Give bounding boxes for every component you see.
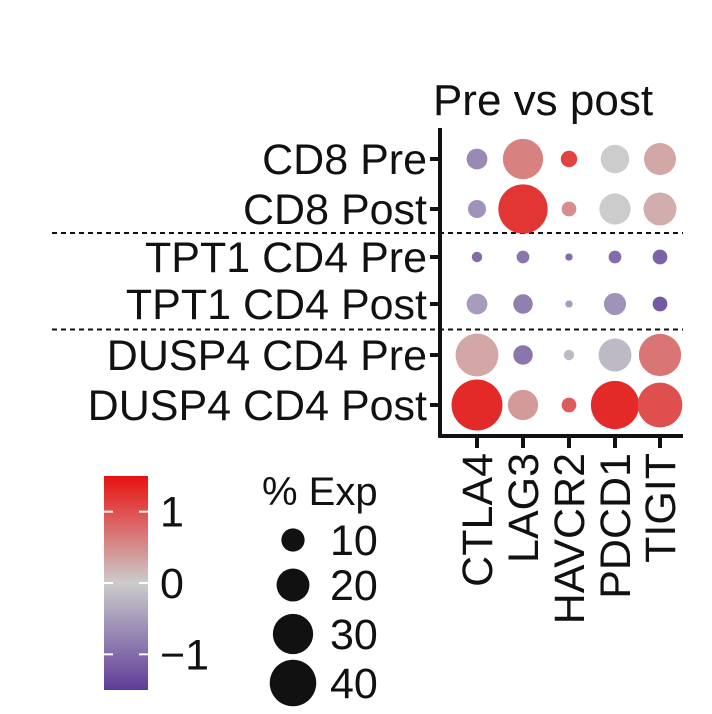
y-label-dusp4-cd4-post: DUSP4 CD4 Post bbox=[88, 382, 427, 430]
y-label-tpt1-cd4-pre: TPT1 CD4 Pre bbox=[145, 234, 427, 282]
dot-tpt1-cd4-pre-pdcd1 bbox=[608, 250, 622, 264]
dot-tpt1-cd4-pre-havcr2 bbox=[565, 253, 573, 261]
color-legend-label-0: 1 bbox=[160, 489, 184, 537]
size-legend-title: % Exp bbox=[262, 470, 378, 514]
dot-tpt1-cd4-post-havcr2 bbox=[565, 300, 573, 308]
dot-cd8-post-pdcd1 bbox=[599, 193, 631, 225]
dot-dusp4-cd4-pre-pdcd1 bbox=[598, 338, 632, 372]
dot-cd8-post-lag3 bbox=[498, 184, 548, 234]
x-label-havcr2: HAVCR2 bbox=[546, 453, 594, 624]
dot-dusp4-cd4-post-pdcd1 bbox=[590, 380, 640, 430]
dot-dusp4-cd4-pre-tigit bbox=[638, 333, 682, 377]
dot-tpt1-cd4-pre-tigit bbox=[652, 249, 668, 265]
size-legend-label-10: 10 bbox=[330, 517, 378, 565]
dot-cd8-post-ctla4 bbox=[467, 199, 487, 219]
dot-marks bbox=[451, 138, 683, 431]
dot-dusp4-cd4-post-havcr2 bbox=[561, 397, 577, 413]
y-label-tpt1-cd4-post: TPT1 CD4 Post bbox=[126, 281, 427, 329]
size-legend-dot-10 bbox=[281, 528, 305, 552]
dot-dusp4-cd4-pre-havcr2 bbox=[563, 349, 575, 361]
size-legend-dot-20 bbox=[276, 568, 310, 602]
dot-tpt1-cd4-post-lag3 bbox=[513, 294, 533, 314]
dot-tpt1-cd4-post-tigit bbox=[652, 296, 668, 312]
dot-tpt1-cd4-pre-ctla4 bbox=[471, 251, 483, 263]
dot-cd8-pre-ctla4 bbox=[466, 148, 488, 170]
y-label-cd8-pre: CD8 Pre bbox=[262, 136, 427, 184]
y-label-cd8-post: CD8 Post bbox=[243, 186, 427, 234]
dot-dusp4-cd4-post-tigit bbox=[637, 382, 683, 428]
chart-title: Pre vs post bbox=[433, 76, 653, 125]
dot-cd8-pre-havcr2 bbox=[560, 150, 578, 168]
x-label-ctla4: CTLA4 bbox=[454, 453, 502, 587]
size-legend-label-40: 40 bbox=[330, 660, 378, 708]
dot-cd8-post-tigit bbox=[643, 192, 677, 226]
x-label-pdcd1: PDCD1 bbox=[592, 453, 640, 599]
size-legend-label-20: 20 bbox=[330, 562, 378, 610]
dot-cd8-pre-tigit bbox=[643, 142, 677, 176]
dot-dusp4-cd4-pre-lag3 bbox=[513, 345, 533, 365]
dot-cd8-pre-pdcd1 bbox=[600, 144, 630, 174]
color-legend-label-1: 0 bbox=[160, 560, 184, 608]
y-label-dusp4-cd4-pre: DUSP4 CD4 Pre bbox=[107, 332, 427, 380]
dot-dusp4-cd4-pre-ctla4 bbox=[455, 333, 499, 377]
dot-tpt1-cd4-post-pdcd1 bbox=[603, 292, 627, 316]
dot-cd8-pre-lag3 bbox=[502, 138, 544, 180]
dot-dusp4-cd4-post-lag3 bbox=[507, 389, 539, 421]
x-label-tigit: TIGIT bbox=[637, 453, 685, 563]
dot-tpt1-cd4-pre-lag3 bbox=[516, 250, 530, 264]
x-label-lag3: LAG3 bbox=[500, 453, 548, 563]
size-legend-dot-30 bbox=[272, 613, 314, 655]
size-legend-dot-40 bbox=[269, 659, 317, 707]
size-legend-label-30: 30 bbox=[330, 611, 378, 659]
color-legend-label-2: −1 bbox=[160, 631, 209, 679]
dot-cd8-post-havcr2 bbox=[561, 201, 577, 217]
dot-dusp4-cd4-post-ctla4 bbox=[451, 379, 503, 431]
group-separators bbox=[52, 232, 683, 331]
dot-tpt1-cd4-post-ctla4 bbox=[466, 293, 488, 315]
